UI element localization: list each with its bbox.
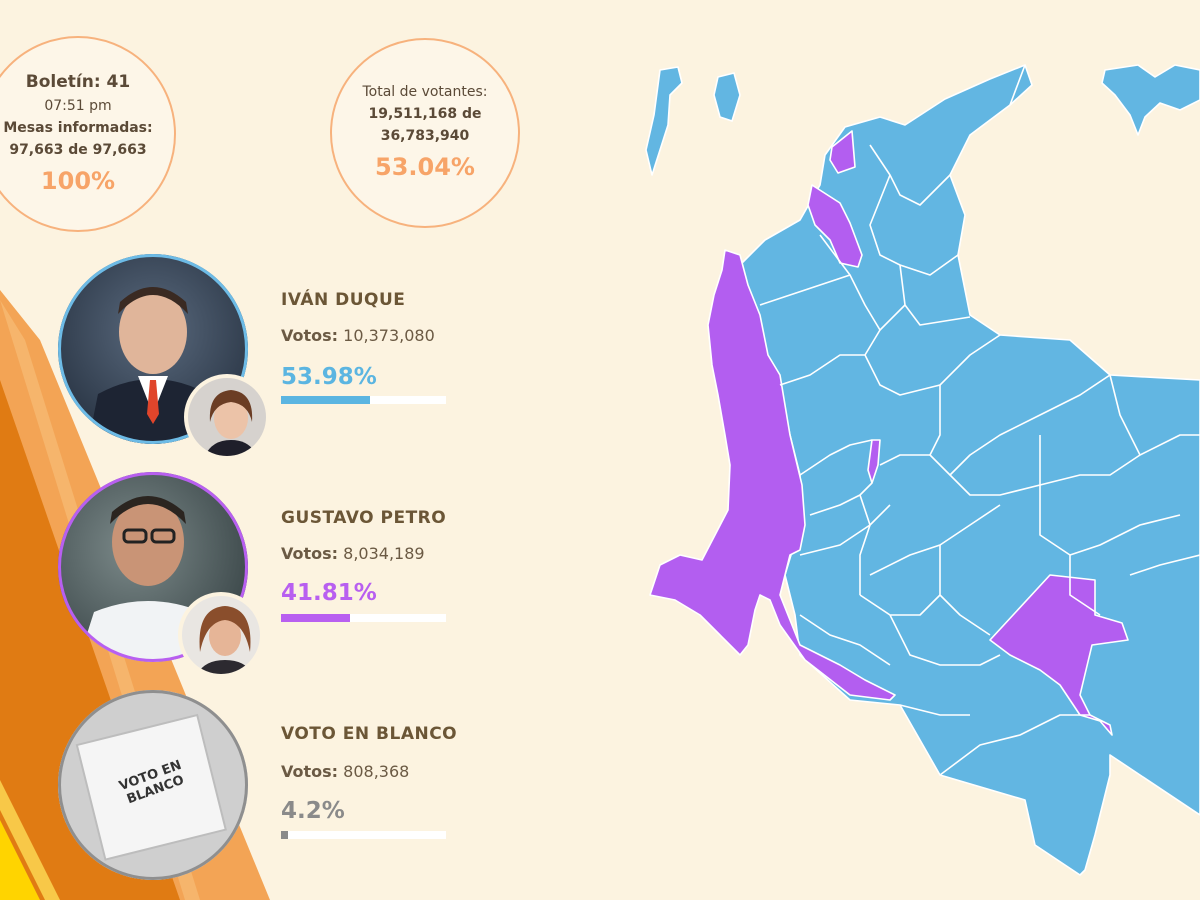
providencia-island[interactable] xyxy=(713,72,741,122)
blank-vote-name: VOTO EN BLANCO xyxy=(281,724,458,744)
tables-percent: 100% xyxy=(40,167,116,195)
votes-value: 8,034,189 xyxy=(343,544,425,563)
huila-petro-strip[interactable] xyxy=(867,439,881,484)
bulletin-label: Boletín: 41 xyxy=(25,72,131,92)
petro-ring xyxy=(58,472,248,662)
blank-vote-bar-track xyxy=(281,831,446,839)
petro-bar-fill xyxy=(281,614,350,622)
petro-name: GUSTAVO PETRO xyxy=(281,508,447,528)
blank-vote-bar-fill xyxy=(281,831,288,839)
duque-name: IVÁN DUQUE xyxy=(281,290,406,310)
duque-bar-fill xyxy=(281,396,370,404)
duque-votes: Votos: 10,373,080 xyxy=(281,326,435,345)
running-mate-portrait-icon xyxy=(204,390,258,456)
angela-robledo-photo xyxy=(178,592,264,678)
petro-votes: Votos: 8,034,189 xyxy=(281,544,425,563)
duque-ring xyxy=(58,254,248,444)
petro-bar-track xyxy=(281,614,446,622)
turnout-circle: Total de votantes: 19,511,168 de 36,783,… xyxy=(330,38,520,228)
votes-value: 10,373,080 xyxy=(343,326,435,345)
bulletin-circle: Boletín: 41 07:51 pm Mesas informadas: 9… xyxy=(0,36,176,232)
san-andres-island[interactable] xyxy=(645,66,683,176)
blank-vote-percent: 4.2% xyxy=(281,798,345,824)
blank-vote-votes: Votos: 808,368 xyxy=(281,762,409,781)
votes-label: Votos: xyxy=(281,326,339,345)
tables-label: Mesas informadas: xyxy=(3,120,153,136)
sucre-petro-region[interactable] xyxy=(807,184,863,268)
turnout-total: 36,783,940 xyxy=(380,128,470,144)
colombia-results-map xyxy=(645,64,1200,876)
blank-vote-ring xyxy=(58,690,248,880)
department-borders xyxy=(759,64,1200,776)
turnout-count: 19,511,168 de xyxy=(368,106,482,122)
northeast-islets[interactable] xyxy=(1101,64,1200,136)
turnout-percent: 53.04% xyxy=(375,153,475,181)
duque-percent: 53.98% xyxy=(281,364,377,390)
votes-value: 808,368 xyxy=(343,762,410,781)
turnout-label: Total de votantes: xyxy=(362,84,488,100)
tables-count: 97,663 de 97,663 xyxy=(9,142,147,158)
pacific-coast-petro-region[interactable] xyxy=(649,249,896,701)
votes-label: Votos: xyxy=(281,544,339,563)
petro-percent: 41.81% xyxy=(281,580,377,606)
atlantico-petro-region[interactable] xyxy=(829,130,856,174)
bulletin-time: 07:51 pm xyxy=(44,98,112,114)
votes-label: Votos: xyxy=(281,762,339,781)
marta-lucia-photo xyxy=(184,374,270,460)
duque-bar-track xyxy=(281,396,446,404)
